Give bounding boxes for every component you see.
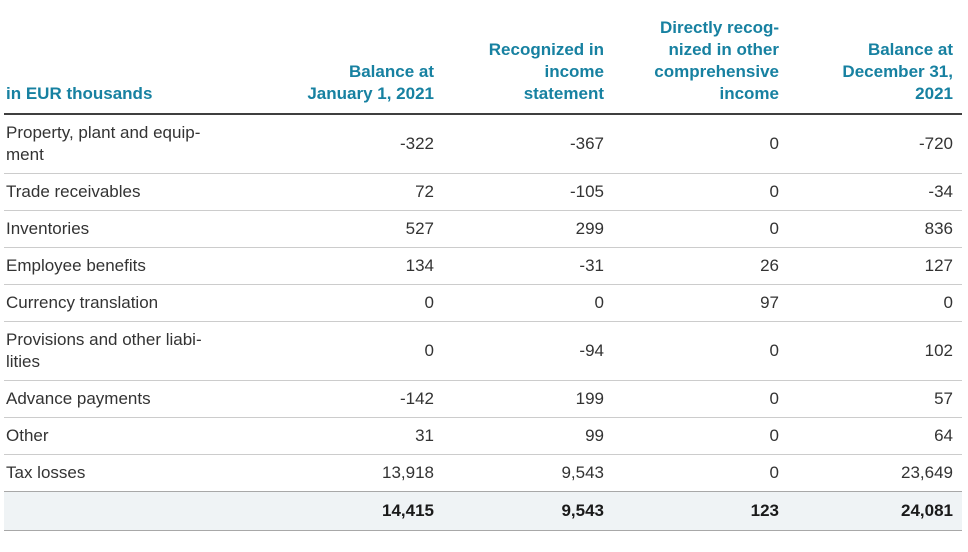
cell-value: 72 bbox=[257, 173, 434, 211]
cell-value: -34 bbox=[779, 173, 962, 211]
table-row: Inventories 527 299 0 836 bbox=[4, 210, 962, 248]
table-row: Trade receivables 72 -105 0 -34 bbox=[4, 173, 962, 211]
row-label: Advance payments bbox=[4, 380, 257, 418]
row-label: Other bbox=[4, 417, 257, 455]
cell-value: -105 bbox=[434, 173, 604, 211]
cell-value: -322 bbox=[257, 113, 434, 174]
row-label: Tax losses bbox=[4, 454, 257, 492]
row-label: Trade receivables bbox=[4, 173, 257, 211]
column-header-oci: Directly recog- nized in other comprehen… bbox=[604, 0, 779, 115]
table-row: Tax losses 13,918 9,543 0 23,649 bbox=[4, 454, 962, 492]
cell-value: 0 bbox=[257, 321, 434, 381]
cell-value: -720 bbox=[779, 113, 962, 174]
cell-value: -31 bbox=[434, 247, 604, 285]
row-label: Property, plant and equip- ment bbox=[4, 113, 257, 174]
cell-value: 26 bbox=[604, 247, 779, 285]
cell-value: 836 bbox=[779, 210, 962, 248]
table-row: Other 31 99 0 64 bbox=[4, 417, 962, 455]
cell-value: 0 bbox=[604, 380, 779, 418]
table-row: Currency translation 0 0 97 0 bbox=[4, 284, 962, 322]
cell-value: 97 bbox=[604, 284, 779, 322]
cell-value: 0 bbox=[604, 454, 779, 492]
cell-value: 9,543 bbox=[434, 454, 604, 492]
total-cell-value: 14,415 bbox=[257, 491, 434, 531]
cell-value: 57 bbox=[779, 380, 962, 418]
cell-value: 199 bbox=[434, 380, 604, 418]
row-label: Currency translation bbox=[4, 284, 257, 322]
cell-value: 0 bbox=[604, 173, 779, 211]
cell-value: 31 bbox=[257, 417, 434, 455]
table-row: Provisions and other liabi- lities 0 -94… bbox=[4, 321, 962, 381]
deferred-tax-table: in EUR thousands Balance at January 1, 2… bbox=[4, 0, 962, 531]
total-cell-value: 24,081 bbox=[779, 491, 962, 531]
cell-value: 0 bbox=[434, 284, 604, 322]
table-row: Property, plant and equip- ment -322 -36… bbox=[4, 113, 962, 174]
total-row: 14,415 9,543 123 24,081 bbox=[4, 491, 962, 531]
cell-value: -94 bbox=[434, 321, 604, 381]
cell-value: 0 bbox=[257, 284, 434, 322]
cell-value: 527 bbox=[257, 210, 434, 248]
row-label: Employee benefits bbox=[4, 247, 257, 285]
cell-value: 127 bbox=[779, 247, 962, 285]
cell-value: 299 bbox=[434, 210, 604, 248]
cell-value: 102 bbox=[779, 321, 962, 381]
column-header-income-statement: Recognized in income statement bbox=[434, 0, 604, 115]
cell-value: 0 bbox=[779, 284, 962, 322]
cell-value: 99 bbox=[434, 417, 604, 455]
cell-value: 0 bbox=[604, 321, 779, 381]
cell-value: 13,918 bbox=[257, 454, 434, 492]
table-row: Employee benefits 134 -31 26 127 bbox=[4, 247, 962, 285]
row-label: Inventories bbox=[4, 210, 257, 248]
total-cell-value: 9,543 bbox=[434, 491, 604, 531]
cell-value: 64 bbox=[779, 417, 962, 455]
table-row: Advance payments -142 199 0 57 bbox=[4, 380, 962, 418]
cell-value: 134 bbox=[257, 247, 434, 285]
column-header-balance-jan-1: Balance at January 1, 2021 bbox=[257, 0, 434, 115]
row-label: Provisions and other liabi- lities bbox=[4, 321, 257, 381]
header-row: in EUR thousands Balance at January 1, 2… bbox=[4, 0, 962, 115]
column-header-balance-dec-31: Balance at December 31, 2021 bbox=[779, 0, 962, 115]
total-row-label bbox=[4, 491, 257, 531]
cell-value: 0 bbox=[604, 417, 779, 455]
cell-value: 23,649 bbox=[779, 454, 962, 492]
cell-value: -367 bbox=[434, 113, 604, 174]
cell-value: 0 bbox=[604, 113, 779, 174]
total-cell-value: 123 bbox=[604, 491, 779, 531]
column-header-unit: in EUR thousands bbox=[4, 0, 257, 115]
cell-value: -142 bbox=[257, 380, 434, 418]
cell-value: 0 bbox=[604, 210, 779, 248]
